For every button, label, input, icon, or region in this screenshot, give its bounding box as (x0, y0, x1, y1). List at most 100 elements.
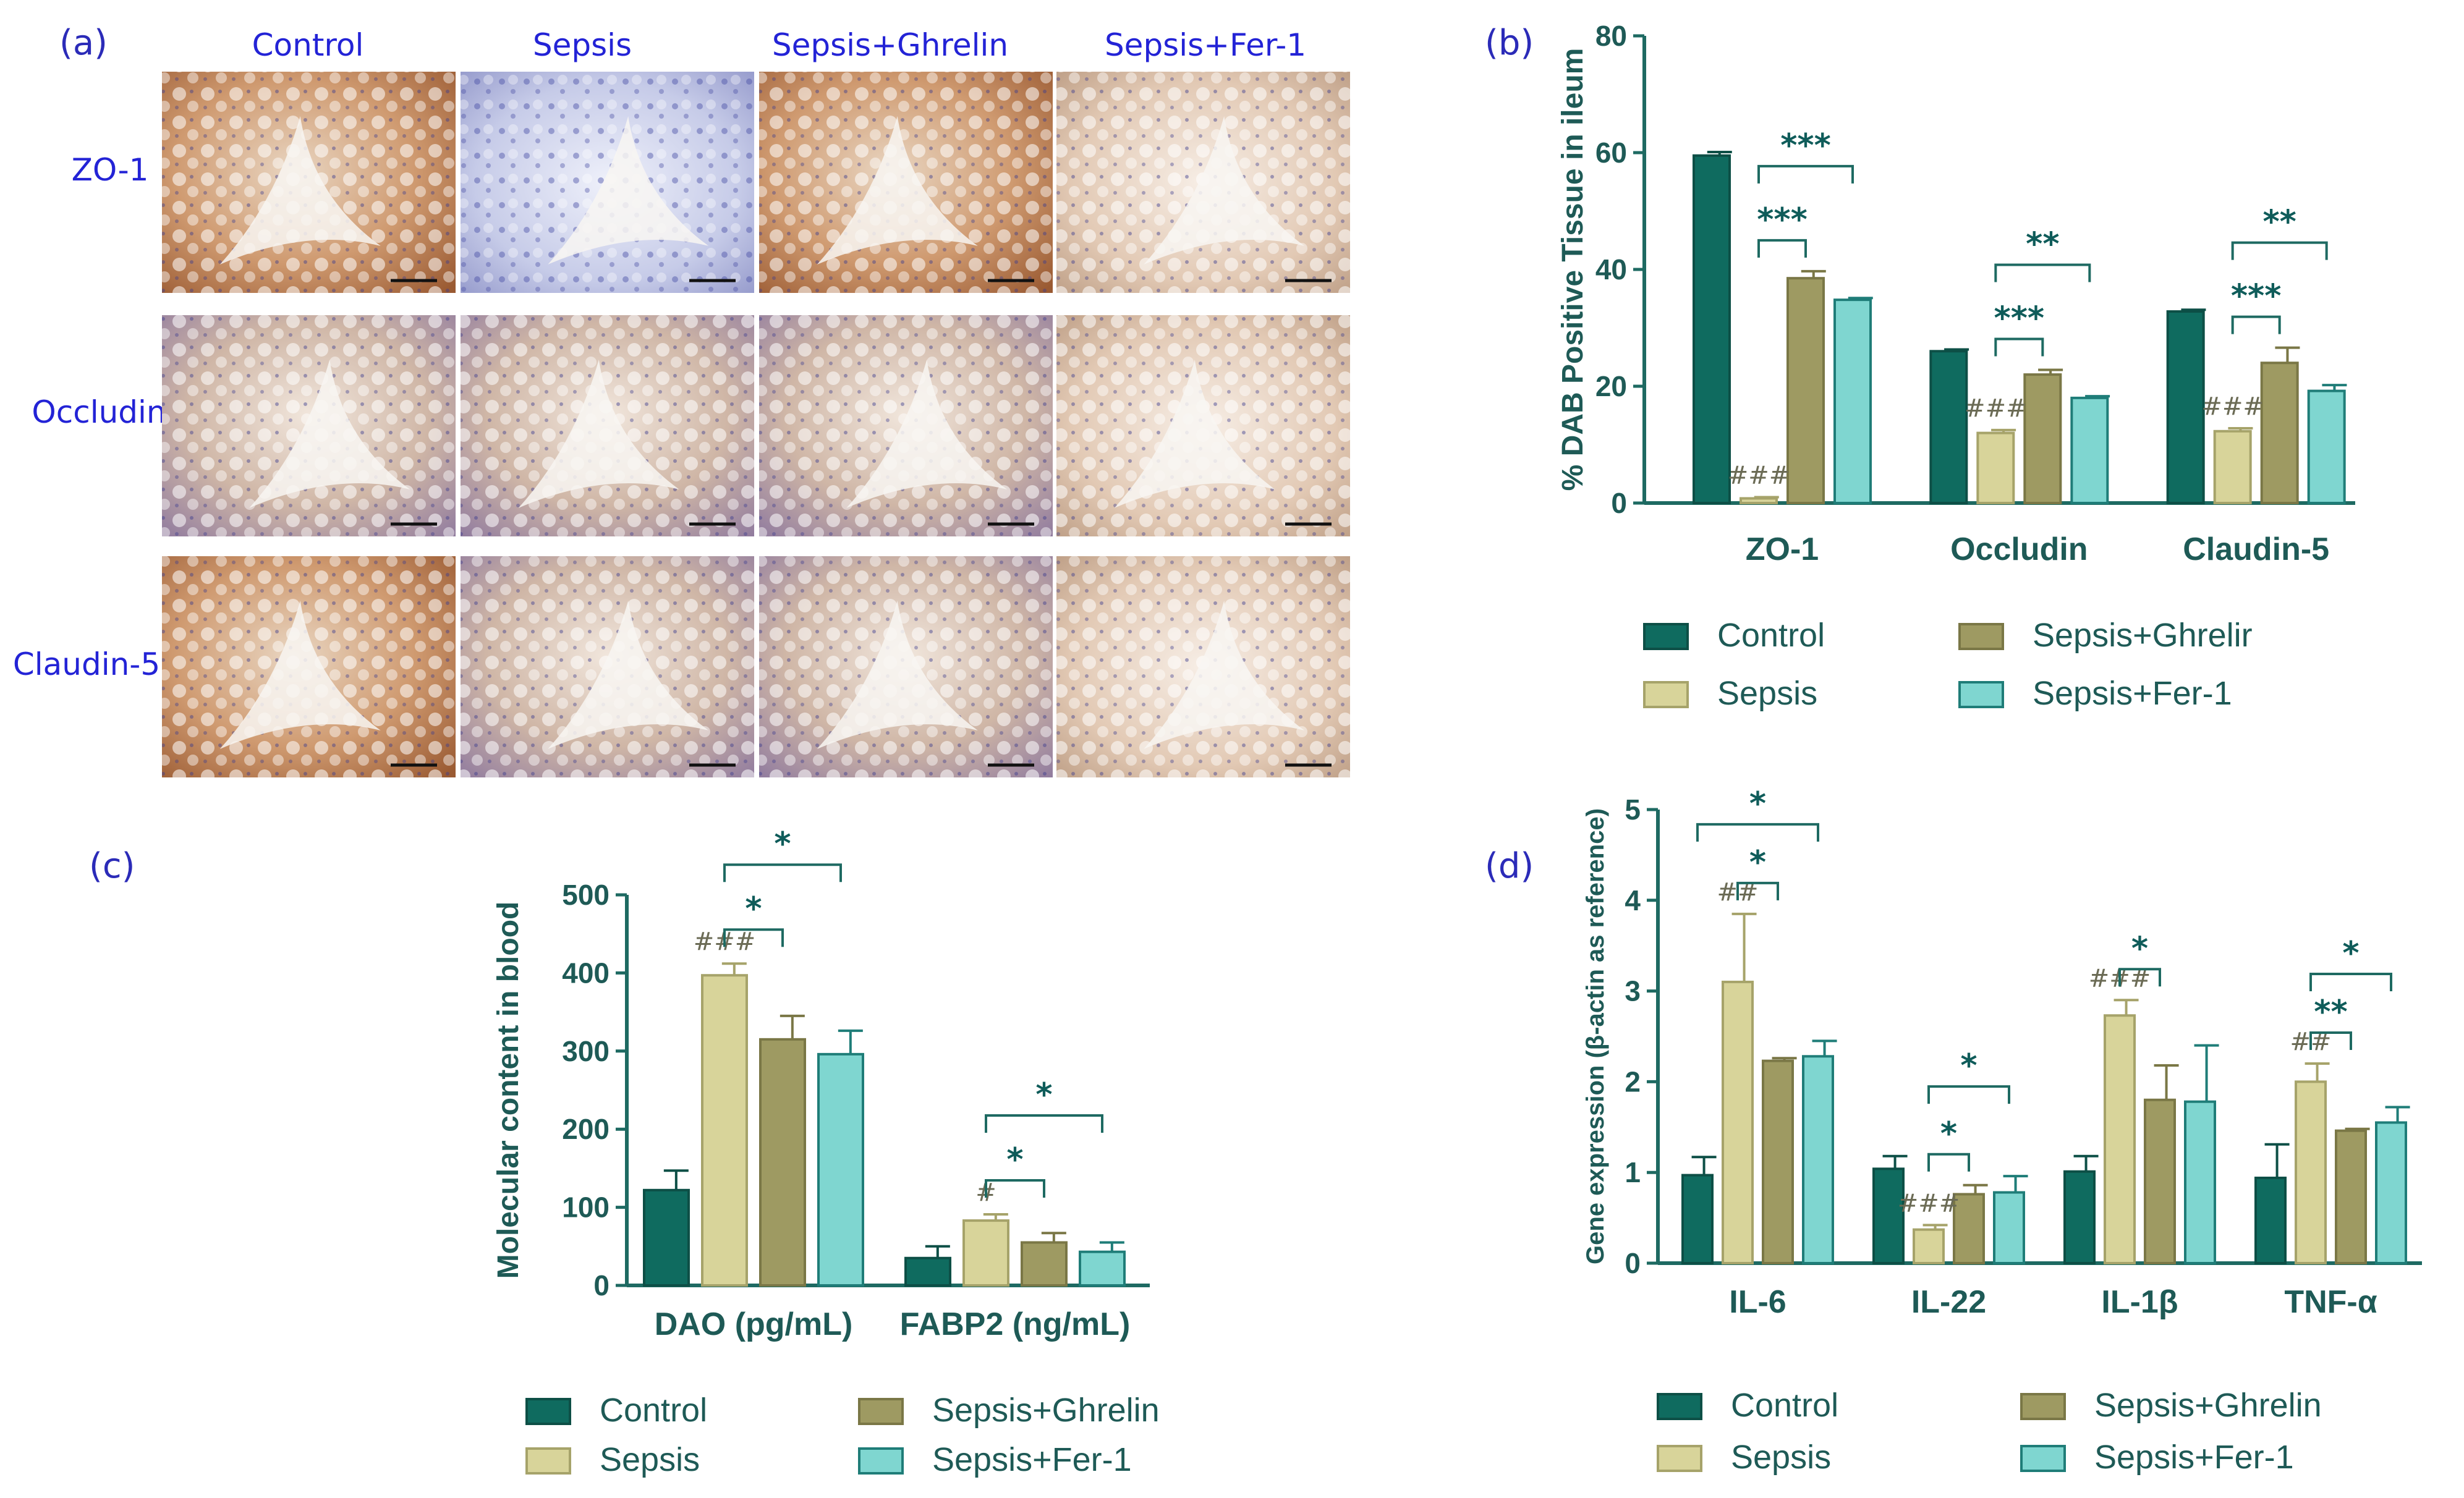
x-category-label: DAO (pg/mL) (655, 1306, 853, 1342)
significance-stars: ** (2262, 204, 2296, 241)
bar (904, 1256, 951, 1287)
significance-bracket: * (1696, 785, 1819, 842)
significance-stars: ** (2026, 226, 2059, 263)
bar (1929, 350, 1968, 504)
significance-stars: * (1006, 1141, 1023, 1179)
histology-column-label: Sepsis+Ghrelin (772, 27, 1008, 63)
histology-image (162, 72, 456, 293)
bar (1722, 980, 1754, 1265)
legend-label: Sepsis (1731, 1439, 1831, 1476)
legend-item: Sepsis+Ghrelir (1958, 617, 2253, 654)
significance-bracket: * (2309, 935, 2392, 992)
significance-bracket: *** (1994, 300, 2045, 357)
bar (1762, 1059, 1794, 1264)
significance-stars: *** (1994, 300, 2045, 337)
legend-swatch (858, 1398, 904, 1425)
legend-swatch (1657, 1393, 1702, 1420)
significance-stars: * (1960, 1047, 1977, 1085)
bar (1993, 1191, 2025, 1264)
y-tick-label: 60 (1595, 137, 1627, 169)
legend-swatch (2020, 1393, 2066, 1420)
y-tick-label: 200 (562, 1113, 610, 1145)
histology-column-label: Sepsis (533, 27, 632, 63)
bar (1681, 1174, 1714, 1264)
bar (759, 1038, 806, 1287)
histology-image (461, 556, 754, 777)
bar (2295, 1080, 2327, 1265)
panel-d-chart: (d) 0 1 2 3 4 5 Gene expression (β-actin as ref… (1485, 785, 2422, 1476)
y-tick-label: 20 (1595, 370, 1627, 402)
legend-swatch (525, 1447, 571, 1475)
legend-swatch (1958, 623, 2004, 650)
legend: Control Sepsis Sepsis+Ghrelin Sepsis+Fer-1 (1657, 1387, 2322, 1476)
x-category-label: IL-22 (1911, 1284, 1986, 1320)
bar (1802, 1055, 1834, 1265)
legend-label: Sepsis+Fer-1 (2033, 675, 2232, 712)
legend-swatch (1657, 1445, 1702, 1472)
bar (1872, 1167, 1905, 1264)
legend-label: Sepsis+Fer-1 (2094, 1439, 2294, 1476)
significance-stars: * (745, 891, 762, 928)
legend-swatch (2020, 1445, 2066, 1472)
histology-image (461, 315, 754, 536)
significance-bracket: * (723, 891, 784, 947)
legend-item: Sepsis+Ghrelin (2020, 1387, 2322, 1424)
histology-image (759, 315, 1053, 536)
legend-item: Sepsis+Fer-1 (2020, 1439, 2294, 1476)
y-tick-label: 5 (1625, 793, 1641, 826)
y-tick-label: 3 (1625, 975, 1641, 1007)
x-category-label: FABP2 (ng/mL) (900, 1306, 1131, 1342)
bar (1693, 154, 1731, 505)
significance-stars: * (1940, 1115, 1957, 1153)
significance-stars: *** (1757, 201, 1808, 239)
y-tick-label: 0 (1625, 1247, 1641, 1279)
legend-swatch (1643, 681, 1689, 708)
y-axis-title: Gene expression (β-actin as reference) (1582, 808, 1609, 1264)
y-tick-label: 500 (562, 879, 610, 911)
panel-letter: (c) (89, 846, 135, 886)
bar (2335, 1129, 2367, 1264)
significance-stars: * (774, 826, 791, 863)
bar (1740, 497, 1778, 505)
significance-stars: * (1749, 844, 1766, 881)
legend-label: Sepsis+Ghrelin (2094, 1387, 2322, 1424)
legend-label: Control (1717, 617, 1825, 654)
x-category-label: Occludin (1950, 531, 2088, 567)
significance-bracket: * (1927, 1115, 1970, 1172)
x-category-label: IL-6 (1729, 1284, 1786, 1320)
legend-swatch (858, 1447, 904, 1475)
legend-item: Sepsis+Ghrelin (858, 1392, 1160, 1429)
significance-hash: ### (1728, 462, 1790, 490)
x-category-label: Claudin-5 (2183, 531, 2329, 567)
significance-bracket: *** (2231, 278, 2282, 334)
significance-bracket: *** (1757, 127, 1854, 184)
significance-bracket: * (723, 826, 842, 882)
significance-stars: *** (1780, 127, 1831, 164)
legend-item: Sepsis+Fer-1 (1958, 675, 2232, 712)
y-tick-label: 4 (1625, 884, 1641, 916)
y-tick-label: 0 (1611, 487, 1627, 519)
bar (701, 974, 748, 1287)
significance-bracket: * (1736, 844, 1779, 900)
significance-bracket: * (985, 1077, 1103, 1133)
legend-item: Sepsis+Fer-1 (858, 1441, 1132, 1478)
y-axis-title: Molecular content in blood (492, 902, 525, 1279)
legend-label: Sepsis (1717, 675, 1817, 712)
histology-column-label: Control (252, 27, 364, 63)
significance-stars: ** (2314, 994, 2347, 1031)
significance-stars: *** (2231, 278, 2282, 315)
panel-b-chart: (b) 0 20 40 60 80% DAB Positive Tissue in ile… (1485, 20, 2355, 712)
legend-label: Sepsis+Ghrelir (2033, 617, 2253, 654)
y-tick-label: 300 (562, 1035, 610, 1067)
y-tick-label: 40 (1595, 253, 1627, 286)
bar (2070, 396, 2109, 505)
significance-bracket: ** (1994, 226, 2091, 282)
bar (2375, 1121, 2407, 1264)
bar (1833, 298, 1872, 504)
panel-a: (a) Control Sepsis Sepsis+Ghrelin Sepsis+Fe… (13, 23, 1350, 777)
legend-swatch (525, 1398, 571, 1425)
panel-letter: (d) (1485, 846, 1534, 886)
significance-stars: * (2342, 935, 2359, 972)
legend-label: Sepsis+Ghrelin (932, 1392, 1160, 1429)
legend-item: Sepsis (1657, 1439, 1831, 1476)
